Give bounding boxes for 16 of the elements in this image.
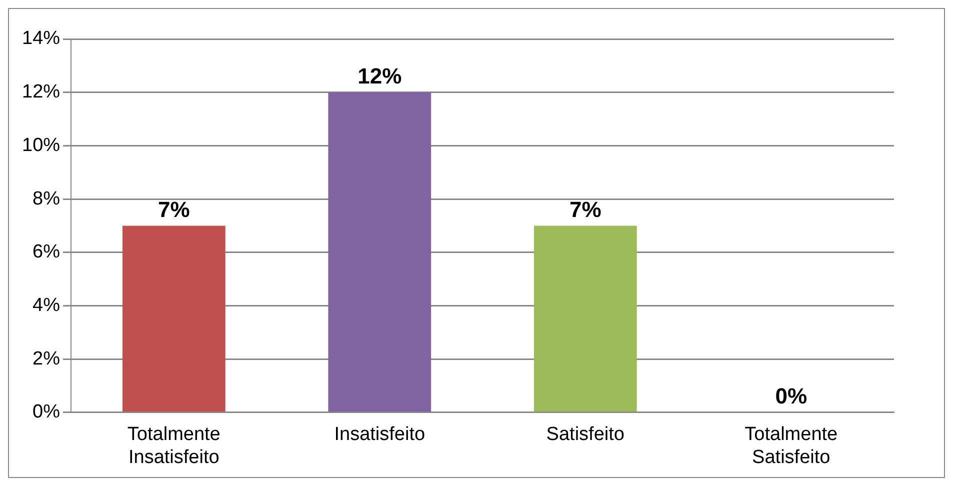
y-tick-label: 8% [32,188,60,210]
x-tick-label: Totalmente Insatisfeito [127,424,220,468]
data-label: 7% [158,196,190,222]
data-label: 0% [775,383,808,408]
y-tick-label: 4% [32,294,60,316]
y-tick-label: 0% [32,402,60,423]
data-label: 12% [358,63,402,88]
y-tick-label: 12% [22,82,60,103]
x-tick-label: Satisfeito [546,424,624,446]
y-tick-label: 2% [32,348,60,370]
y-tick-label: 10% [22,134,60,156]
x-tick-label: Totalmente Satisfeito [744,424,838,468]
x-tick-label: Insatisfeito [334,424,426,446]
data-label: 7% [569,196,602,222]
y-tick-label: 6% [32,242,60,263]
y-tick-label: 14% [22,28,60,50]
